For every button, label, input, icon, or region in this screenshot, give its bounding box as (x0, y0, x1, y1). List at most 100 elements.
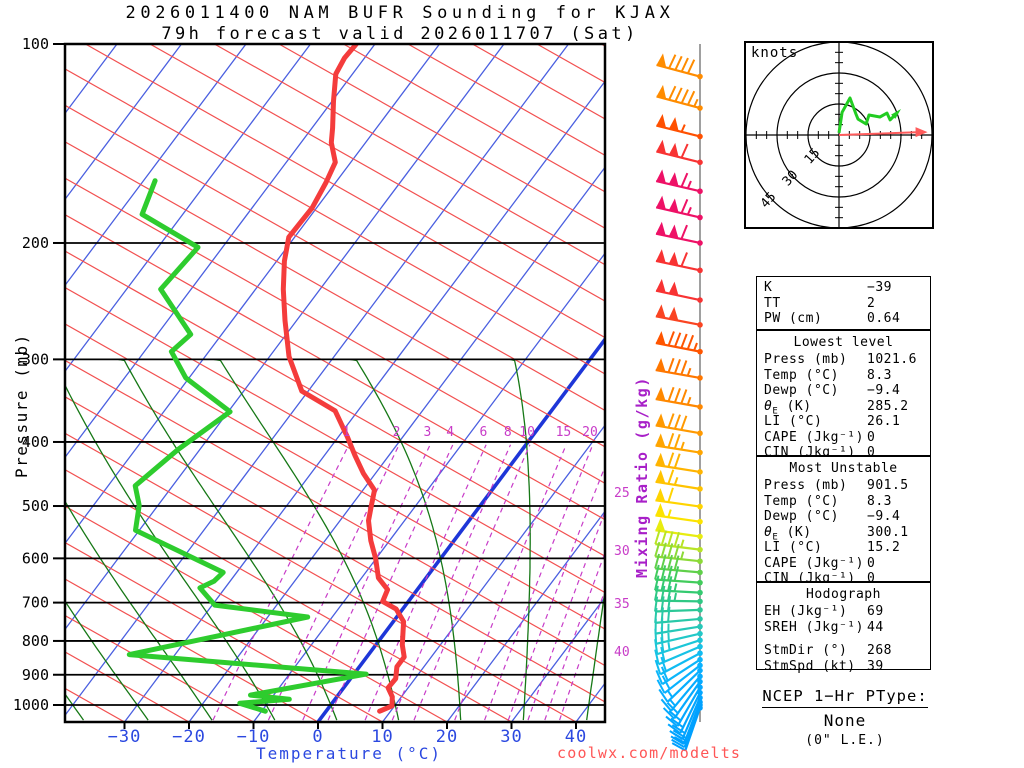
barb-full (680, 252, 688, 267)
barb-full (668, 85, 677, 101)
wind-barb (654, 617, 703, 635)
barb-station-dot (697, 637, 703, 644)
barb-full (673, 359, 681, 374)
table-row: Press (mb) 901.5 (757, 478, 930, 494)
dry-adiabat-line (65, 323, 605, 630)
barb-staff (655, 424, 701, 435)
dry-adiabat-line (65, 432, 577, 722)
table-row: StmSpd (kt) 39 (757, 659, 930, 675)
mixing-ratio-line (327, 444, 454, 721)
barb-pennant (668, 281, 679, 296)
barb-station-dot (697, 650, 703, 657)
mixing-ratio-inner-label: 6 (479, 425, 487, 440)
row-label: SREH (Jkg⁻¹) (764, 619, 864, 635)
isotherm-line (65, 44, 505, 631)
barb-station-dot (697, 159, 703, 166)
barb-station-dot (697, 569, 703, 576)
barb-pennant (668, 142, 679, 157)
barb-full (660, 542, 667, 558)
barb-station-dot (697, 705, 703, 711)
barb-full (667, 357, 675, 373)
isotherm-line (252, 252, 605, 722)
table-row: EH (Jkg⁻¹) 69 (757, 604, 930, 620)
barb-full (668, 710, 682, 722)
ptype-title: NCEP 1−Hr PType: (762, 687, 928, 708)
barb-full (680, 333, 688, 349)
pressure-tick-label: 800 (22, 632, 49, 650)
row-value: 2 (867, 295, 876, 311)
barb-half (686, 206, 692, 216)
table-row (757, 635, 930, 643)
barb-full (660, 585, 666, 601)
row-label: TT (764, 295, 781, 311)
barb-station-dot (697, 684, 703, 691)
barb-full (667, 433, 675, 448)
dry-adiabat-line (65, 286, 605, 594)
wind-barb (655, 221, 703, 246)
barb-staff (655, 480, 701, 490)
mixing-ratio-inner-label: 4 (446, 425, 454, 440)
barb-full (667, 331, 675, 346)
barb-pennant (668, 172, 679, 187)
barb-staff (655, 259, 701, 272)
wind-barb (654, 529, 703, 553)
temperature-tick-label: 40 (565, 727, 587, 747)
barb-full (667, 413, 675, 429)
mixing-ratio-right-label: 35 (614, 597, 630, 612)
row-label: StmDir (°) (764, 643, 848, 658)
table-row: Temp (°C) 8.3 (757, 494, 930, 510)
isotherm-line (123, 80, 605, 722)
wind-barb (655, 413, 703, 437)
barb-full (667, 531, 674, 547)
wind-barb (655, 487, 703, 510)
barb-station-dot (697, 133, 703, 140)
barb-full (662, 707, 675, 720)
wind-barb (655, 278, 703, 303)
wind-barb (654, 541, 703, 565)
dry-adiabat-line (65, 578, 319, 722)
barb-station-dot (697, 689, 703, 696)
hodograph-ring (776, 72, 902, 198)
mixing-ratio-line (302, 444, 431, 721)
barb-half (667, 642, 671, 651)
isotherm-line (65, 44, 376, 459)
barb-half (680, 124, 686, 133)
dry-adiabat-line (65, 469, 512, 722)
dry-adiabat-line (65, 177, 605, 484)
barb-pennant (656, 195, 666, 210)
barb-full (660, 698, 672, 712)
chart-title-line2: 79h forecast valid 2026011707 (Sat) (161, 24, 639, 44)
barb-full (654, 639, 659, 655)
watermark-link[interactable]: coolwx.com/modelts (557, 744, 742, 762)
barb-pennant (655, 278, 666, 293)
pressure-tick-label: 500 (22, 497, 49, 515)
row-value: 0 (867, 429, 876, 445)
barb-full (673, 555, 680, 571)
barb-full (671, 742, 686, 752)
barb-full (658, 688, 669, 703)
mixing-ratio-line (544, 551, 605, 721)
table-section-title: Lowest level (793, 335, 894, 350)
barb-full (660, 637, 665, 653)
barb-full (673, 543, 680, 559)
barb-full (666, 701, 679, 714)
barb-station-dot (697, 404, 703, 410)
row-label: Temp (°C) (764, 493, 839, 509)
barb-station-dot (697, 449, 703, 456)
barb-half (693, 98, 699, 107)
barb-station-dot (697, 616, 703, 622)
barb-station-dot (697, 662, 703, 669)
barb-pennant (655, 452, 666, 467)
mixing-ratio-inner-label: 20 (582, 425, 598, 440)
barb-half (669, 699, 677, 707)
row-label: Temp (°C) (764, 367, 839, 383)
barb-full (660, 656, 667, 672)
dewpoint-curve (126, 178, 369, 714)
hodograph-trace (837, 96, 898, 134)
pressure-tick-label: 300 (22, 350, 49, 368)
mixing-ratio-right-label: 40 (614, 645, 630, 660)
plot-border (63, 42, 607, 724)
row-label: θE (K) (764, 398, 812, 417)
pressure-tick-label: 100 (22, 35, 49, 53)
dry-adiabat-line (343, 44, 605, 193)
